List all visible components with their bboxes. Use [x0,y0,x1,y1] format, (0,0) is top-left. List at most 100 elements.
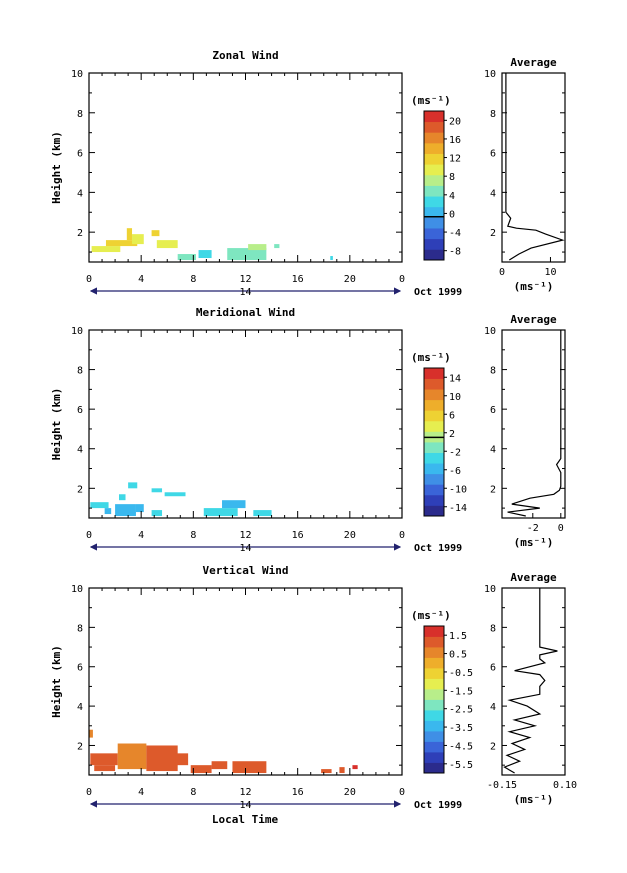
x-tick-label: 4 [138,530,144,541]
y-axis-label: Height (km) [50,131,63,204]
x-tick-label: 8 [190,274,196,285]
y-tick-label: 10 [71,326,83,337]
heat-cell [118,494,126,501]
colorbar-segment [424,228,444,240]
avg-y-tick-label: 8 [490,109,496,120]
heat-cell [227,248,267,261]
colorbar-segment [424,238,444,250]
colorbar-unit: (ms⁻¹) [411,94,451,107]
day-label: 14 [239,800,251,811]
y-tick-label: 2 [77,484,83,495]
average-profile-line [505,73,565,261]
heat-cell [203,508,238,517]
colorbar-tick-label: 6 [449,410,455,421]
colorbar-segment [424,378,444,390]
colorbar-segment [424,164,444,176]
y-tick-label: 4 [77,702,83,713]
heat-cell [211,761,228,770]
colorbar-tick-label: -4 [449,228,461,239]
colorbar-tick-label: 16 [449,135,461,146]
colorbar-segment [424,442,444,453]
y-tick-label: 8 [77,109,83,120]
colorbar-segment [424,132,444,144]
average-frame [501,587,566,776]
colorbar-segment [424,452,444,464]
heat-cell [190,765,212,774]
average-profile-line [503,588,558,774]
heat-cell [222,500,246,509]
colorbar-segment [424,473,444,485]
avg-y-tick-label: 10 [484,69,496,80]
avg-unit: (ms⁻¹) [514,793,554,806]
colorbar-segment [424,174,444,186]
colorbar-tick-label: 12 [449,154,461,165]
heat-cell [90,502,109,509]
heat-cell [135,504,144,513]
average-title: Average [510,571,557,584]
colorbar-unit: (ms⁻¹) [411,609,451,622]
y-tick-label: 8 [77,623,83,634]
colorbar-tick-label: 1.5 [449,631,467,642]
colorbar-frame [423,110,445,261]
heat-cell [175,753,189,766]
heat-cell [164,492,186,497]
avg-unit: (ms⁻¹) [514,280,554,293]
heat-cell [274,244,280,249]
day-label: 14 [239,287,251,298]
x-tick-label: 0 [86,787,92,798]
heat-cell [177,254,196,261]
colorbar-segment [424,505,444,517]
colorbar-tick-label: -8 [449,247,461,258]
avg-y-tick-label: 4 [490,188,496,199]
y-tick-label: 4 [77,188,83,199]
colorbar-tick-label: 4 [449,191,455,202]
colorbar-segment [424,142,444,154]
y-tick-label: 4 [77,445,83,456]
date-label: Oct 1999 [414,543,462,554]
colorbar-segment [424,710,444,721]
colorbar-tick-label: -4.5 [449,741,473,752]
heat-cell [105,240,138,247]
colorbar-tick-label: 0 [449,209,455,220]
heat-cell [94,765,116,772]
x-tick-label: 16 [292,530,304,541]
colorbar-tick-label: -0.5 [449,668,473,679]
avg-y-tick-label: 8 [490,366,496,377]
plot-frame [88,329,403,519]
colorbar-tick-label: 20 [449,116,461,127]
colorbar-tick-label: -10 [449,484,467,495]
x-tick-label: 0 [399,530,405,541]
panel-2: Meridional Wind 2 4 6 8 10 Height (km) 0 4 8 12 16 2… [50,306,566,554]
average-title: Average [510,56,557,69]
colorbar-segment [424,399,444,411]
y-tick-label: 10 [71,584,83,595]
colorbar-segment [424,153,444,165]
colorbar-segment [424,206,444,218]
x-tick-label: 4 [138,787,144,798]
colorbar-segment [424,111,444,123]
heat-cell [253,510,272,517]
heat-cell [232,761,267,774]
average-profile-line [507,330,562,517]
x-tick-label: 20 [344,530,356,541]
colorbar-tick-label: -2 [449,447,461,458]
heat-cell [321,769,332,774]
y-tick-label: 2 [77,741,83,752]
colorbar-tick-label: 14 [449,373,461,384]
average-frame [501,329,566,519]
heat-cell [146,745,178,772]
avg-y-tick-label: 2 [490,228,496,239]
x-tick-label: 16 [292,274,304,285]
colorbar-tick-label: -1.5 [449,686,473,697]
colorbar-segment [424,368,444,379]
avg-y-tick-label: 10 [484,326,496,337]
heat-cell [128,482,138,489]
colorbar-tick-label: -5.5 [449,760,473,771]
y-tick-label: 6 [77,405,83,416]
heat-cell [330,256,333,261]
colorbar-unit: (ms⁻¹) [411,351,451,364]
colorbar-segment [424,626,444,637]
colorbar-segment [424,657,444,669]
y-axis-label: Height (km) [50,388,63,461]
x-tick-label: 0 [399,274,405,285]
